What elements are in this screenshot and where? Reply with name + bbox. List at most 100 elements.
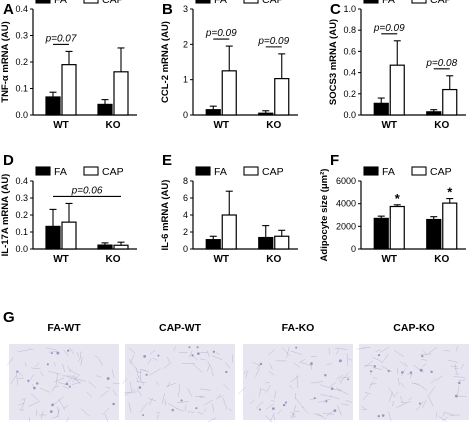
cell-nucleus [33, 387, 36, 390]
y-tick-label: 0.4 [343, 68, 356, 78]
y-tick-label: 1 [183, 75, 188, 85]
cell-nucleus [195, 407, 197, 409]
legend-swatch-cap [412, 0, 426, 3]
y-tick-label: 0.0 [15, 110, 28, 120]
y-tick-label: 0 [183, 244, 188, 254]
y-tick-label: 4000 [336, 199, 356, 209]
p-value-label: p=0.08 [425, 58, 457, 69]
panel-letter: E [162, 152, 172, 169]
cell-nucleus [107, 377, 110, 380]
panel-letter: D [3, 152, 14, 169]
cell-nucleus [47, 363, 49, 365]
y-tick-label: 0.1 [15, 227, 28, 237]
p-value-label: p=0.06 [71, 185, 103, 196]
cell-nucleus [419, 402, 421, 404]
cell-nucleus [458, 382, 461, 385]
y-tick-label: 0 [351, 244, 356, 254]
cell-nucleus [139, 386, 142, 389]
y-tick-label: 0.6 [343, 46, 356, 56]
bar-cap-wt [62, 222, 76, 249]
y-axis-label: IL-17A mRNA (AU) [0, 174, 11, 257]
cell-nucleus [146, 374, 148, 376]
legend-swatch-fa [196, 0, 210, 3]
y-tick-label: 0.2 [15, 57, 28, 67]
legend-label-fa: FA [214, 0, 227, 6]
category-label: WT [381, 120, 397, 131]
y-tick-label: 0 [183, 110, 188, 120]
cell-nucleus [197, 352, 200, 355]
legend-swatch-cap [84, 0, 98, 3]
category-label: KO [434, 120, 449, 131]
legend-swatch-fa [36, 167, 50, 175]
legend-label-fa: FA [54, 166, 67, 178]
legend-label-cap: CAP [430, 0, 452, 6]
bar-cap-ko [275, 79, 289, 115]
cell-nucleus [181, 399, 183, 401]
category-label: WT [213, 120, 229, 131]
cell-nucleus [347, 378, 349, 380]
bar-fa-ko [259, 238, 273, 249]
y-tick-label: 2 [183, 39, 188, 49]
cell-nucleus [331, 387, 334, 390]
panel-letter: A [3, 1, 14, 18]
y-axis-label: Adipocyte size (μm²) [319, 169, 330, 262]
cell-nucleus [370, 370, 372, 372]
cell-nucleus [112, 403, 115, 406]
y-tick-label: 6000 [336, 176, 356, 186]
category-label: WT [213, 254, 229, 265]
category-label: KO [266, 254, 281, 265]
bar-cap-ko [114, 72, 128, 115]
legend-label-cap: CAP [262, 166, 284, 178]
y-tick-label: 2 [183, 227, 188, 237]
cell-nucleus [51, 352, 53, 354]
panel-letter: G [3, 309, 15, 326]
y-tick-label: 0.3 [15, 193, 28, 203]
bar-cap-ko [114, 245, 128, 249]
p-value-label: p=0.09 [373, 23, 405, 34]
y-axis-label: IL-6 mRNA (AU) [160, 180, 171, 251]
cell-nucleus [197, 346, 199, 348]
y-tick-label: 1.0 [343, 4, 356, 14]
legend-swatch-fa [36, 0, 50, 3]
legend-label-cap: CAP [430, 166, 452, 178]
category-label: KO [106, 120, 121, 131]
bar-fa-ko [98, 245, 112, 249]
y-tick-label: 4 [183, 210, 188, 220]
legend-swatch-cap [84, 167, 98, 175]
histology-title: CAP-WT [159, 322, 202, 334]
legend-label-fa: FA [382, 0, 395, 6]
category-label: WT [53, 254, 69, 265]
histology-image-4 [359, 344, 469, 420]
y-axis-label: CCL-2 mRNA (AU) [160, 21, 171, 103]
cell-nucleus [66, 383, 69, 386]
y-tick-label: 8 [183, 176, 188, 186]
cell-nucleus [285, 402, 287, 404]
cell-nucleus [374, 365, 376, 367]
y-tick-label: 2000 [336, 221, 356, 231]
y-axis-label: TNF-α mRNA (AU) [0, 21, 11, 102]
cell-nucleus [51, 403, 54, 406]
cell-nucleus [69, 386, 71, 388]
cell-nucleus [430, 371, 432, 373]
legend-label-fa: FA [382, 166, 395, 178]
cell-nucleus [401, 371, 404, 374]
histology-title: FA-KO [282, 322, 315, 334]
cell-nucleus [388, 370, 390, 372]
cell-nucleus [378, 415, 380, 417]
legend-label-fa: FA [54, 0, 67, 6]
cell-nucleus [213, 351, 215, 353]
bar-cap-wt [222, 71, 236, 115]
cell-nucleus [16, 371, 18, 373]
y-tick-label: 0.1 [15, 84, 28, 94]
cell-nucleus [272, 407, 275, 410]
cell-nucleus [188, 346, 190, 348]
cell-nucleus [260, 363, 262, 365]
legend-label-cap: CAP [102, 166, 124, 178]
bar-fa-wt [46, 97, 60, 115]
legend-swatch-cap [244, 167, 258, 175]
